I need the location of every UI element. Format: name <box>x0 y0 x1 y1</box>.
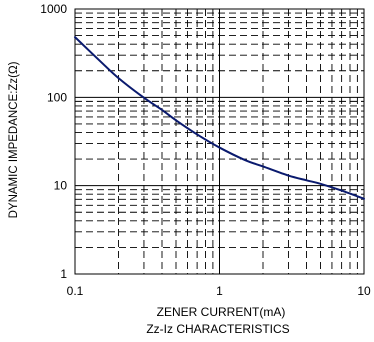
y-tick-label: 1 <box>60 267 67 281</box>
x-tick-label: 10 <box>357 284 371 298</box>
chart-title: Zz-Iz CHARACTERISTICS <box>146 322 289 336</box>
x-tick-label: 0.1 <box>67 284 84 298</box>
grid-major <box>75 9 364 274</box>
y-tick-labels: 1000 100 10 1 <box>40 2 67 281</box>
y-axis-label: DYNAMIC IMPEDANCE:Zz(Ω) <box>8 61 20 218</box>
plot-frame <box>74 8 365 275</box>
y-tick-label: 100 <box>47 90 67 104</box>
series-layer <box>74 36 365 200</box>
y-tick-label: 10 <box>54 179 68 193</box>
series-line-0 <box>74 36 365 200</box>
x-axis-label: ZENER CURRENT(mA) <box>157 305 286 319</box>
x-tick-labels: 0.1 1 10 <box>67 284 371 298</box>
y-tick-label: 1000 <box>40 2 67 16</box>
x-tick-label: 1 <box>216 284 223 298</box>
